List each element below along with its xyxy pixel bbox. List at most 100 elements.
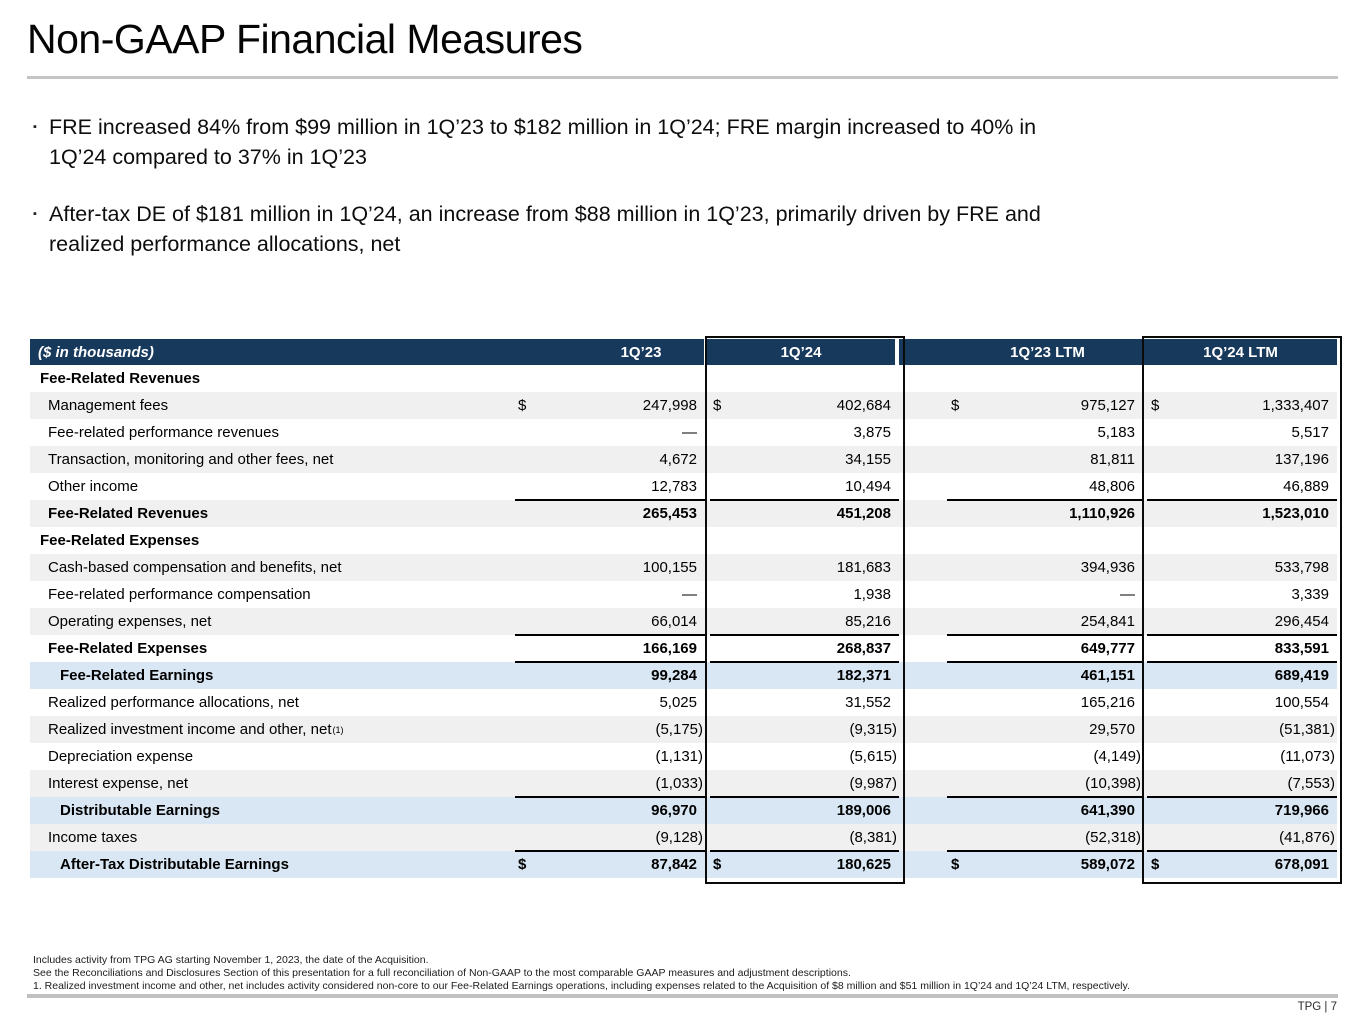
row-value-cell: 96,970: [512, 796, 707, 824]
cell-value: (51,381): [1279, 721, 1335, 738]
row-label: Fee-related performance compensation: [48, 586, 311, 603]
table-row: Distributable Earnings 96,970 189,006 641,3…: [30, 796, 1337, 824]
table-row: Other income 12,783 10,494 48,806 46,889: [30, 473, 1337, 500]
row-value-cell: 99,284: [512, 661, 707, 689]
cell-value: 1,523,010: [1262, 505, 1329, 522]
currency-symbol: $: [1151, 856, 1160, 873]
cell-value: (5,175): [655, 721, 703, 738]
table-row: After-Tax Distributable Earnings $87,842 $…: [30, 850, 1337, 878]
row-value-cell: (1,033): [512, 770, 707, 797]
row-label: Fee-Related Expenses: [48, 640, 208, 657]
cell-value: —: [682, 424, 697, 441]
cell-value: 402,684: [836, 397, 891, 414]
row-value-cell: $87,842: [512, 850, 707, 878]
currency-symbol: $: [713, 856, 722, 873]
cell-value: (5,615): [849, 748, 897, 765]
cell-value: 48,806: [1089, 478, 1135, 495]
cell-value: 451,208: [836, 505, 891, 522]
cell-value: 100,155: [642, 559, 697, 576]
table-header-col: 1Q’24: [707, 339, 899, 365]
row-value-cell: 166,169: [512, 634, 707, 662]
row-value-cell: 34,155: [707, 446, 899, 473]
row-value-cell: 81,811: [899, 446, 1144, 473]
row-label: Income taxes: [48, 829, 138, 846]
row-value-cell: $678,091: [1144, 850, 1337, 878]
row-value-cell: 100,554: [1144, 689, 1337, 716]
cell-value: (1,033): [655, 775, 703, 792]
cell-value: 649,777: [1080, 640, 1135, 657]
row-value-cell: (41,876): [1144, 824, 1337, 851]
cell-value: 100,554: [1274, 694, 1329, 711]
row-value-cell: 1,938: [707, 581, 899, 608]
row-value-cell: 833,591: [1144, 634, 1337, 662]
row-label: Fee-Related Revenues: [40, 370, 201, 387]
row-value-cell: [899, 365, 1144, 392]
row-value-cell: (4,149): [899, 743, 1144, 770]
table-row: Fee-related performance revenues — 3,875 5,…: [30, 419, 1337, 446]
row-value-cell: 394,936: [899, 554, 1144, 581]
row-label: Other income: [48, 478, 139, 495]
cell-value: 85,216: [845, 613, 891, 630]
cell-value: 1,333,407: [1262, 397, 1329, 414]
currency-symbol: $: [518, 856, 527, 873]
cell-value: 296,454: [1274, 613, 1329, 630]
row-value-cell: (52,318): [899, 824, 1144, 851]
cell-value: 3,339: [1291, 586, 1329, 603]
cell-value: 3,875: [853, 424, 891, 441]
cell-value: —: [682, 586, 697, 603]
row-label: Transaction, monitoring and other fees, …: [48, 451, 334, 468]
row-value-cell: 5,517: [1144, 419, 1337, 446]
cell-value: (10,398): [1085, 775, 1141, 792]
row-value-cell: (10,398): [899, 770, 1144, 797]
cell-value: 34,155: [845, 451, 891, 468]
currency-symbol: $: [951, 397, 960, 414]
row-value-cell: (5,175): [512, 716, 707, 743]
cell-value: 265,453: [642, 505, 697, 522]
row-label: Fee-Related Expenses: [40, 532, 200, 549]
row-value-cell: (9,315): [707, 716, 899, 743]
row-value-cell: 265,453: [512, 499, 707, 527]
cell-value: 5,183: [1097, 424, 1135, 441]
row-value-cell: 689,419: [1144, 661, 1337, 689]
cell-value: (9,128): [655, 829, 703, 846]
cell-value: (4,149): [1093, 748, 1141, 765]
row-value-cell: 46,889: [1144, 473, 1337, 500]
cell-value: 66,014: [651, 613, 697, 630]
row-value-cell: (51,381): [1144, 716, 1337, 743]
bullet-item: ▪ FRE increased 84% from $99 million in 1…: [33, 112, 1278, 172]
table-header-col: 1Q’23: [512, 339, 707, 365]
currency-symbol: $: [1151, 397, 1160, 414]
table-row: Interest expense, net (1,033) (9,987) (10,3…: [30, 770, 1337, 797]
cell-value: (8,381): [849, 829, 897, 846]
row-value-cell: (8,381): [707, 824, 899, 851]
cell-value: 29,570: [1089, 721, 1135, 738]
cell-value: 641,390: [1080, 802, 1135, 819]
table-row: Fee-related performance compensation — 1,9…: [30, 581, 1337, 608]
cell-value: 182,371: [836, 667, 891, 684]
table-row: Realized investment income and other, ne…: [30, 716, 1337, 743]
row-value-cell: 85,216: [707, 608, 899, 635]
cell-value: 137,196: [1274, 451, 1329, 468]
row-value-cell: 461,151: [899, 661, 1144, 689]
row-value-cell: 451,208: [707, 499, 899, 527]
row-value-cell: (9,128): [512, 824, 707, 851]
row-value-cell: 3,339: [1144, 581, 1337, 608]
cell-value: (7,553): [1287, 775, 1335, 792]
cell-value: 719,966: [1274, 802, 1329, 819]
cell-value: 96,970: [651, 802, 697, 819]
row-value-cell: [899, 527, 1144, 554]
row-value-cell: $247,998: [512, 392, 707, 419]
cell-value: 461,151: [1080, 667, 1135, 684]
row-value-cell: 1,110,926: [899, 499, 1144, 527]
table-row: Fee-Related Expenses: [30, 527, 1337, 554]
row-value-cell: —: [512, 419, 707, 446]
cell-value: 678,091: [1274, 856, 1329, 873]
row-value-cell: 3,875: [707, 419, 899, 446]
row-value-cell: $402,684: [707, 392, 899, 419]
row-value-cell: $180,625: [707, 850, 899, 878]
cell-value: 189,006: [836, 802, 891, 819]
row-value-cell: (5,615): [707, 743, 899, 770]
table-header-row: ($ in thousands) 1Q’23 1Q’24 1Q’23 LTM 1Q’24…: [30, 339, 1337, 365]
table-row: Fee-Related Revenues: [30, 365, 1337, 392]
